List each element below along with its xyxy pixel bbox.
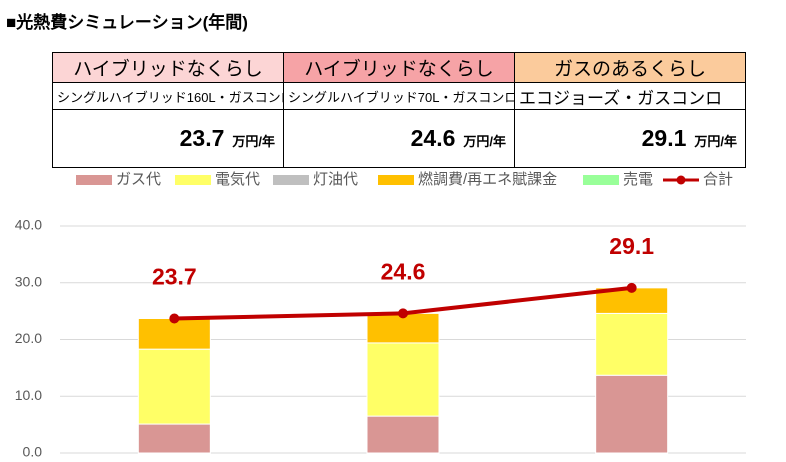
bar-segment — [137, 348, 211, 425]
y-tick-label: 0.0 — [23, 444, 43, 460]
legend-swatch — [273, 175, 309, 185]
bar-segment — [595, 312, 669, 376]
bar-segment — [595, 374, 669, 454]
bar-segment — [366, 342, 440, 417]
data-label: 24.6 — [381, 258, 426, 284]
value-cell: 24.6 万円/年 — [283, 109, 515, 168]
legend-swatch — [175, 175, 211, 185]
legend-label: 売電 — [623, 171, 653, 188]
legend-swatch — [583, 175, 619, 185]
unit: 万円/年 — [463, 134, 506, 149]
total-marker — [398, 308, 408, 319]
data-label: 23.7 — [152, 264, 197, 290]
value: 29.1 — [641, 125, 687, 151]
subtitle-cell: エコジョーズ・ガスコンロ — [514, 82, 746, 110]
unit: 万円/年 — [232, 134, 275, 149]
legend-marker — [676, 175, 686, 185]
value: 24.6 — [410, 125, 456, 151]
legend-label: 灯油代 — [313, 171, 358, 188]
value-row: 23.7 万円/年 24.6 万円/年 29.1 万円/年 — [52, 109, 746, 168]
legend-label: 燃調費/再エネ賦課金 — [418, 170, 557, 188]
y-tick-label: 30.0 — [15, 273, 42, 289]
total-marker — [169, 313, 180, 324]
legend-swatch — [378, 175, 414, 185]
legend-label: ガス代 — [116, 171, 161, 188]
subtitle-cell: シングルハイブリッド70L・ガスコンロ — [283, 82, 515, 110]
bar-segment — [366, 415, 440, 454]
subtitle-row: シングルハイブリッド160L・ガスコンロ シングルハイブリッド70L・ガスコンロエ… — [52, 82, 746, 110]
header-cell: ガスのあるくらし — [514, 52, 746, 83]
value: 23.7 — [179, 125, 225, 151]
bar-segment — [137, 423, 211, 454]
y-tick-label: 40.0 — [15, 217, 42, 233]
y-tick-label: 20.0 — [15, 330, 42, 346]
total-marker — [626, 282, 637, 293]
data-label: 29.1 — [609, 233, 654, 259]
legend-swatch — [76, 175, 112, 185]
legend-label: 合計 — [703, 171, 733, 188]
y-tick-label: 10.0 — [15, 387, 42, 403]
legend-label: 電気代 — [215, 171, 260, 188]
value-cell: 23.7 万円/年 — [52, 109, 284, 168]
unit: 万円/年 — [694, 134, 737, 149]
summary-table: ハイブリッドなくらし ハイブリッドなくらし ガスのあるくらし シングルハイブリッド1… — [52, 52, 746, 168]
header-row: ハイブリッドなくらし ハイブリッドなくらし ガスのあるくらし — [52, 52, 746, 83]
value-cell: 29.1 万円/年 — [514, 109, 746, 168]
page-title: ■光熱費シミュレーション(年間) — [6, 13, 248, 32]
header-cell: ハイブリッドなくらし — [283, 52, 515, 83]
